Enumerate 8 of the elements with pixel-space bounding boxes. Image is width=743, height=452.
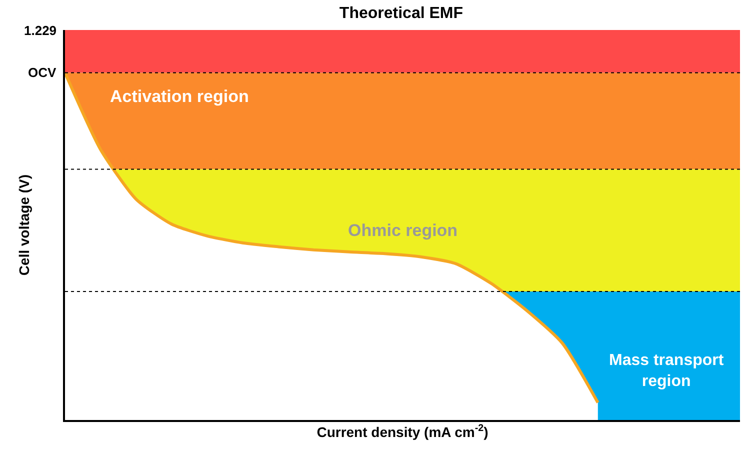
ref-line-label: OCV <box>28 65 56 80</box>
band-label: Mass transport region <box>609 352 724 390</box>
x-axis-title: Current density (mA cm$^{-2}$) <box>316 422 488 440</box>
text: 1.229 <box>24 23 57 38</box>
band-label: Activation region <box>110 87 249 106</box>
band-label: Ohmic region <box>348 221 458 240</box>
chart-title: Theoretical EMF <box>339 4 464 22</box>
y-axis-title: Cell voltage (V) <box>16 174 32 276</box>
